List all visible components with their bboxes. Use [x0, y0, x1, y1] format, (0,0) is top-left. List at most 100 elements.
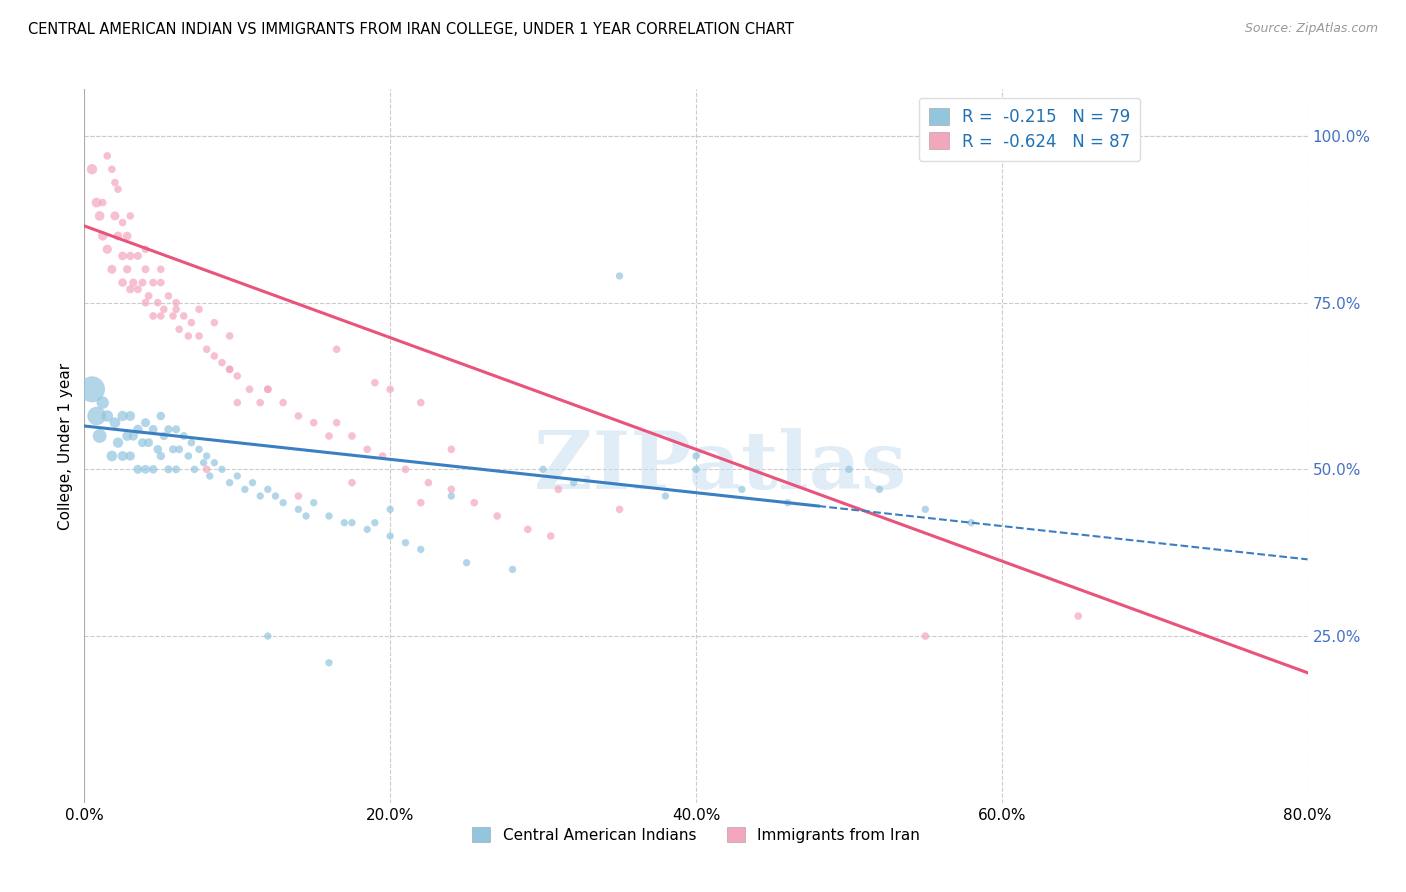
Point: [609, 502, 631, 516]
Point: [242, 475, 264, 490]
Point: [1067, 609, 1090, 624]
Point: [101, 449, 124, 463]
Point: [138, 289, 160, 303]
Point: [333, 516, 356, 530]
Point: [135, 416, 157, 430]
Point: [257, 629, 280, 643]
Point: [731, 483, 754, 497]
Point: [356, 442, 378, 457]
Point: [238, 382, 260, 396]
Point: [104, 209, 127, 223]
Point: [540, 529, 562, 543]
Point: [173, 309, 195, 323]
Point: [394, 462, 416, 476]
Point: [193, 456, 215, 470]
Point: [165, 295, 187, 310]
Point: [318, 656, 340, 670]
Point: [138, 435, 160, 450]
Point: [111, 216, 134, 230]
Point: [188, 329, 211, 343]
Point: [120, 282, 142, 296]
Point: [111, 449, 134, 463]
Point: [122, 276, 145, 290]
Point: [325, 416, 347, 430]
Point: [914, 629, 936, 643]
Point: [418, 475, 440, 490]
Point: [131, 276, 153, 290]
Point: [195, 343, 218, 357]
Point: [226, 469, 249, 483]
Point: [180, 316, 202, 330]
Point: [202, 316, 225, 330]
Y-axis label: College, Under 1 year: College, Under 1 year: [58, 362, 73, 530]
Point: [111, 249, 134, 263]
Point: [122, 429, 145, 443]
Point: [146, 295, 169, 310]
Point: [463, 496, 485, 510]
Point: [167, 442, 190, 457]
Point: [188, 302, 211, 317]
Point: [380, 382, 402, 396]
Point: [120, 409, 142, 423]
Point: [183, 462, 205, 476]
Point: [218, 329, 240, 343]
Point: [198, 469, 221, 483]
Point: [149, 409, 172, 423]
Point: [325, 343, 347, 357]
Point: [295, 509, 318, 524]
Point: [80, 162, 103, 177]
Point: [188, 442, 211, 457]
Point: [101, 262, 124, 277]
Point: [409, 542, 432, 557]
Point: [202, 456, 225, 470]
Point: [776, 496, 799, 510]
Point: [177, 329, 200, 343]
Point: [340, 429, 363, 443]
Point: [115, 228, 138, 243]
Point: [167, 322, 190, 336]
Point: [364, 376, 387, 390]
Point: [101, 162, 124, 177]
Point: [135, 262, 157, 277]
Point: [249, 489, 271, 503]
Point: [149, 449, 172, 463]
Point: [486, 509, 509, 524]
Point: [654, 489, 676, 503]
Point: [257, 483, 280, 497]
Point: [302, 416, 325, 430]
Point: [91, 395, 114, 409]
Point: [89, 209, 111, 223]
Point: [264, 489, 287, 503]
Point: [249, 395, 271, 409]
Point: [165, 462, 187, 476]
Point: [157, 422, 180, 436]
Point: [127, 462, 149, 476]
Point: [409, 496, 432, 510]
Text: CENTRAL AMERICAN INDIAN VS IMMIGRANTS FROM IRAN COLLEGE, UNDER 1 YEAR CORRELATIO: CENTRAL AMERICAN INDIAN VS IMMIGRANTS FR…: [28, 22, 794, 37]
Point: [562, 475, 585, 490]
Point: [287, 489, 309, 503]
Point: [218, 362, 240, 376]
Point: [685, 449, 707, 463]
Point: [111, 276, 134, 290]
Point: [120, 449, 142, 463]
Point: [153, 302, 176, 317]
Point: [271, 395, 294, 409]
Point: [380, 502, 402, 516]
Point: [226, 368, 249, 383]
Point: [142, 462, 165, 476]
Point: [131, 435, 153, 450]
Point: [440, 442, 463, 457]
Point: [96, 409, 118, 423]
Point: [86, 409, 108, 423]
Point: [218, 362, 240, 376]
Point: [547, 483, 569, 497]
Point: [409, 395, 432, 409]
Point: [257, 382, 280, 396]
Point: [371, 449, 394, 463]
Point: [380, 529, 402, 543]
Point: [838, 462, 860, 476]
Point: [440, 483, 463, 497]
Text: Source: ZipAtlas.com: Source: ZipAtlas.com: [1244, 22, 1378, 36]
Point: [149, 276, 172, 290]
